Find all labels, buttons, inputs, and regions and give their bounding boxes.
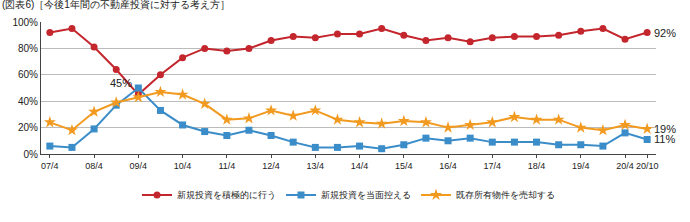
svg-text:18/4: 18/4 <box>528 161 546 171</box>
svg-text:20%: 20% <box>18 122 38 133</box>
svg-text:11/4: 11/4 <box>218 161 235 171</box>
svg-text:19%: 19% <box>654 123 676 135</box>
svg-text:60%: 60% <box>18 69 38 80</box>
svg-text:10/4: 10/4 <box>174 161 192 171</box>
svg-text:13/4: 13/4 <box>307 161 325 171</box>
svg-text:11%: 11% <box>654 133 675 145</box>
svg-text:新規投資を積極的に行う: 新規投資を積極的に行う <box>177 190 276 200</box>
svg-text:20/10: 20/10 <box>636 161 659 171</box>
svg-text:08/4: 08/4 <box>85 161 103 171</box>
svg-text:14/4: 14/4 <box>351 161 369 171</box>
svg-text:20/4: 20/4 <box>616 161 634 171</box>
svg-text:17/4: 17/4 <box>484 161 502 171</box>
svg-text:16/4: 16/4 <box>439 161 457 171</box>
svg-text:100%: 100% <box>12 17 38 28</box>
svg-text:(図表6)［今後1年間の不動産投資に対する考え方］: (図表6)［今後1年間の不動産投資に対する考え方］ <box>2 0 230 10</box>
svg-text:新規投資を当面控える: 新規投資を当面控える <box>321 190 411 200</box>
svg-text:15/4: 15/4 <box>395 161 413 171</box>
svg-text:09/4: 09/4 <box>130 161 148 171</box>
svg-text:40%: 40% <box>18 96 38 107</box>
svg-text:92%: 92% <box>654 27 676 39</box>
svg-text:0%: 0% <box>24 149 39 160</box>
svg-text:80%: 80% <box>18 43 38 54</box>
svg-text:19/4: 19/4 <box>572 161 590 171</box>
svg-text:45%: 45% <box>110 77 132 89</box>
svg-text:12/4: 12/4 <box>262 161 280 171</box>
svg-text:07/4: 07/4 <box>41 161 59 171</box>
svg-text:既存所有物件を売却する: 既存所有物件を売却する <box>456 190 555 200</box>
